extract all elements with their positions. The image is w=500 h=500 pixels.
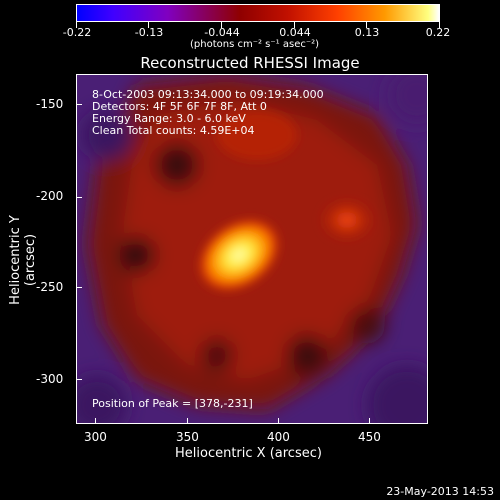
colorbar-tick: [366, 22, 367, 28]
x-tick: [278, 418, 279, 424]
x-tick: [95, 418, 96, 424]
y-tick-label: -200: [36, 189, 64, 203]
timestamp-footer: 23-May-2013 14:53: [386, 485, 494, 498]
info-time-range: 8-Oct-2003 09:13:34.000 to 09:19:34.000: [92, 88, 324, 101]
image-title: Reconstructed RHESSI Image: [140, 54, 360, 72]
info-detectors: Detectors: 4F 5F 6F 7F 8F, Att 0: [92, 100, 267, 113]
colorbar: [76, 4, 440, 22]
x-tick-label: 300: [84, 430, 107, 444]
y-tick-label: -150: [36, 97, 64, 111]
colorbar-tick: [148, 22, 149, 28]
image-panel: [76, 74, 428, 424]
colorbar-tick: [76, 22, 77, 28]
y-tick-label: -300: [36, 372, 64, 386]
colorbar-units: (photons cm⁻² s⁻¹ asec⁻²): [190, 39, 320, 50]
x-tick-label: 400: [267, 430, 290, 444]
colorbar-tick-label: -0.044: [204, 26, 240, 39]
rhessi-image: [77, 75, 427, 423]
x-tick-label: 350: [176, 430, 199, 444]
y-tick: [76, 287, 82, 288]
x-tick: [369, 418, 370, 424]
x-axis-label: Heliocentric X (arcsec): [175, 446, 322, 461]
colorbar-tick-label: 0.22: [425, 26, 451, 39]
x-tick-label: 450: [358, 430, 381, 444]
y-tick: [76, 197, 82, 198]
info-peak-position: Position of Peak = [378,-231]: [92, 397, 253, 410]
y-tick: [76, 379, 82, 380]
x-tick: [187, 418, 188, 424]
sources: [197, 110, 375, 292]
colorbar-tick-label: 0.044: [279, 26, 311, 39]
colorbar-tick: [221, 22, 222, 28]
y-tick: [76, 104, 82, 105]
y-tick-label: -250: [36, 280, 64, 294]
colorbar-tick: [294, 22, 295, 28]
colorbar-tick-label: -0.22: [62, 26, 92, 39]
y-axis-label: Heliocentric Y (arcsec): [8, 215, 38, 305]
colorbar-tick-label: -0.13: [134, 26, 164, 39]
info-energy-range: Energy Range: 3.0 - 6.0 keV: [92, 112, 246, 125]
colorbar-tick-label: 0.13: [354, 26, 380, 39]
info-clean-counts: Clean Total counts: 4.59E+04: [92, 124, 255, 137]
colorbar-tick: [439, 22, 440, 28]
